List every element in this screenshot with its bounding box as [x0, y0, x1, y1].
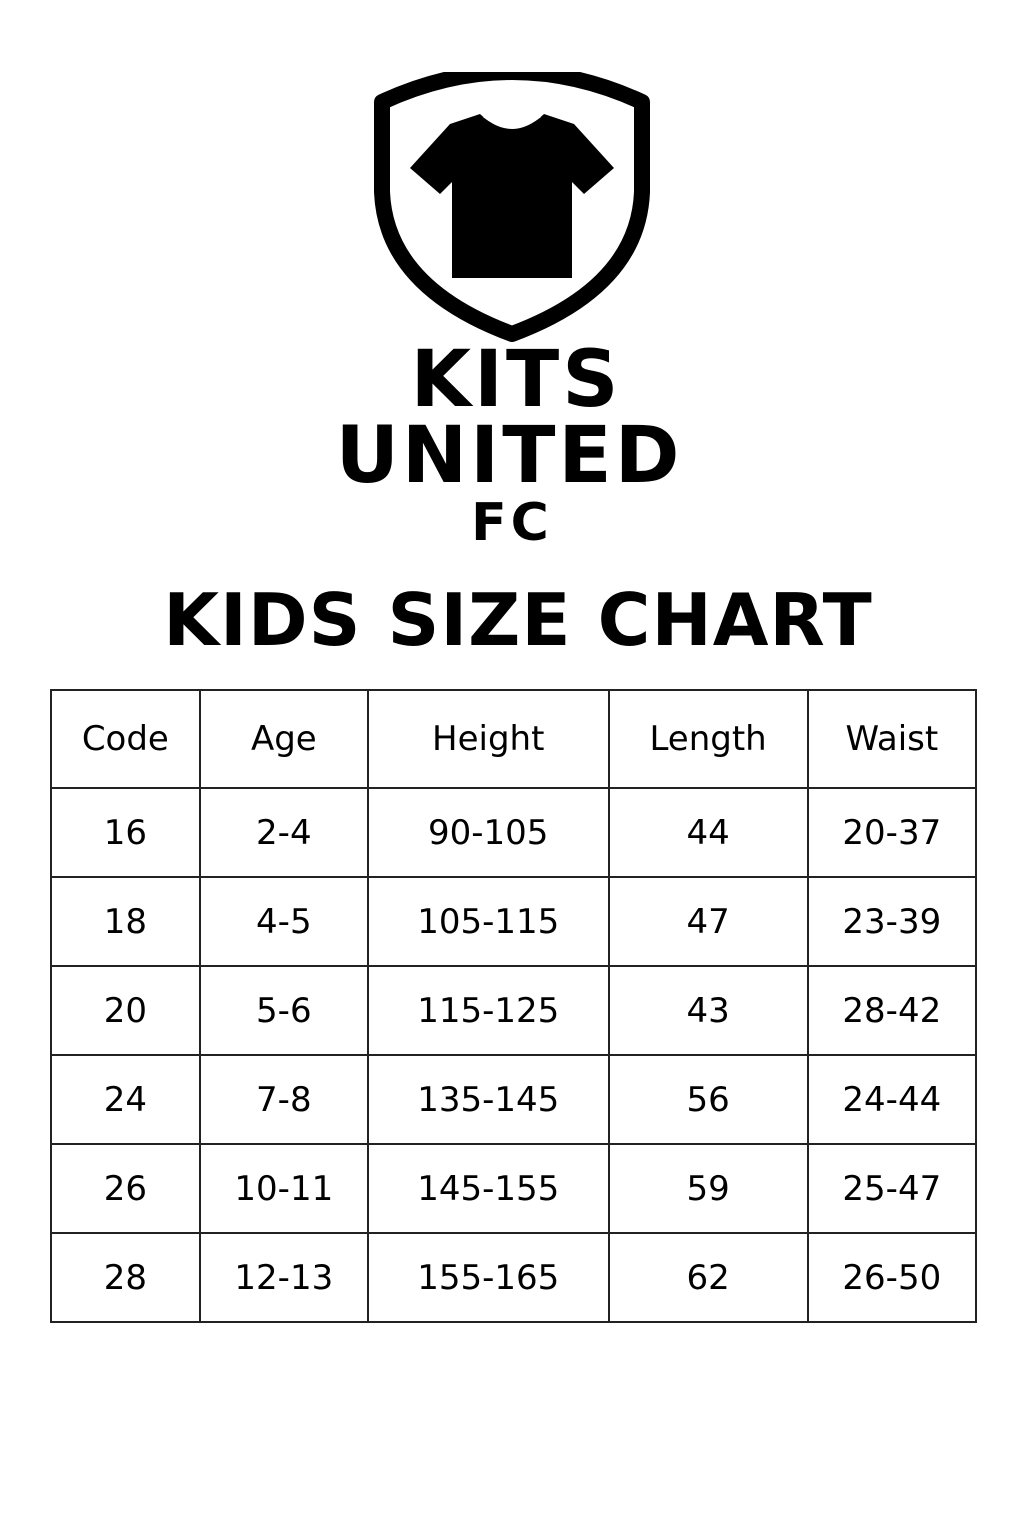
- cell-length: 59: [607, 1143, 809, 1234]
- cell-age: 2-4: [198, 787, 369, 878]
- cell-waist: 23-39: [806, 876, 978, 967]
- cell-age: 5-6: [198, 965, 369, 1056]
- header-height: Height: [366, 689, 610, 789]
- cell-length: 44: [607, 787, 809, 878]
- header-length: Length: [607, 689, 809, 789]
- cell-waist: 20-37: [806, 787, 978, 878]
- cell-age: 10-11: [198, 1143, 369, 1234]
- shield-tshirt-icon: [374, 72, 650, 342]
- cell-waist: 26-50: [806, 1232, 978, 1323]
- table-row: 20 5-6 115-125 43 28-42: [50, 965, 978, 1056]
- cell-height: 90-105: [366, 787, 610, 878]
- cell-length: 62: [607, 1232, 809, 1323]
- cell-waist: 24-44: [806, 1054, 978, 1145]
- cell-code: 20: [50, 965, 201, 1056]
- cell-length: 56: [607, 1054, 809, 1145]
- brand-name-line3: FC: [471, 493, 553, 553]
- cell-waist: 25-47: [806, 1143, 978, 1234]
- brand-name-line1: KITS: [410, 335, 622, 425]
- table-row: 18 4-5 105-115 47 23-39: [50, 876, 978, 967]
- table-header-row: Code Age Height Length Waist: [50, 689, 978, 789]
- cell-waist: 28-42: [806, 965, 978, 1056]
- cell-height: 155-165: [366, 1232, 610, 1323]
- brand-name-line2: UNITED: [335, 411, 683, 501]
- cell-age: 7-8: [198, 1054, 369, 1145]
- table-row: 26 10-11 145-155 59 25-47: [50, 1143, 978, 1234]
- cell-code: 18: [50, 876, 201, 967]
- table-row: 24 7-8 135-145 56 24-44: [50, 1054, 978, 1145]
- cell-length: 43: [607, 965, 809, 1056]
- table-row: 16 2-4 90-105 44 20-37: [50, 787, 978, 878]
- cell-height: 115-125: [366, 965, 610, 1056]
- header-waist: Waist: [806, 689, 978, 789]
- cell-height: 135-145: [366, 1054, 610, 1145]
- cell-height: 145-155: [366, 1143, 610, 1234]
- cell-code: 28: [50, 1232, 201, 1323]
- size-chart-table: Code Age Height Length Waist 16 2-4 90-105…: [50, 689, 978, 1323]
- header-code: Code: [50, 689, 201, 789]
- cell-length: 47: [607, 876, 809, 967]
- cell-code: 16: [50, 787, 201, 878]
- table-row: 28 12-13 155-165 62 26-50: [50, 1232, 978, 1323]
- cell-height: 105-115: [366, 876, 610, 967]
- cell-code: 24: [50, 1054, 201, 1145]
- header-age: Age: [198, 689, 369, 789]
- cell-code: 26: [50, 1143, 201, 1234]
- page-title: KIDS SIZE CHART: [163, 578, 873, 662]
- cell-age: 12-13: [198, 1232, 369, 1323]
- cell-age: 4-5: [198, 876, 369, 967]
